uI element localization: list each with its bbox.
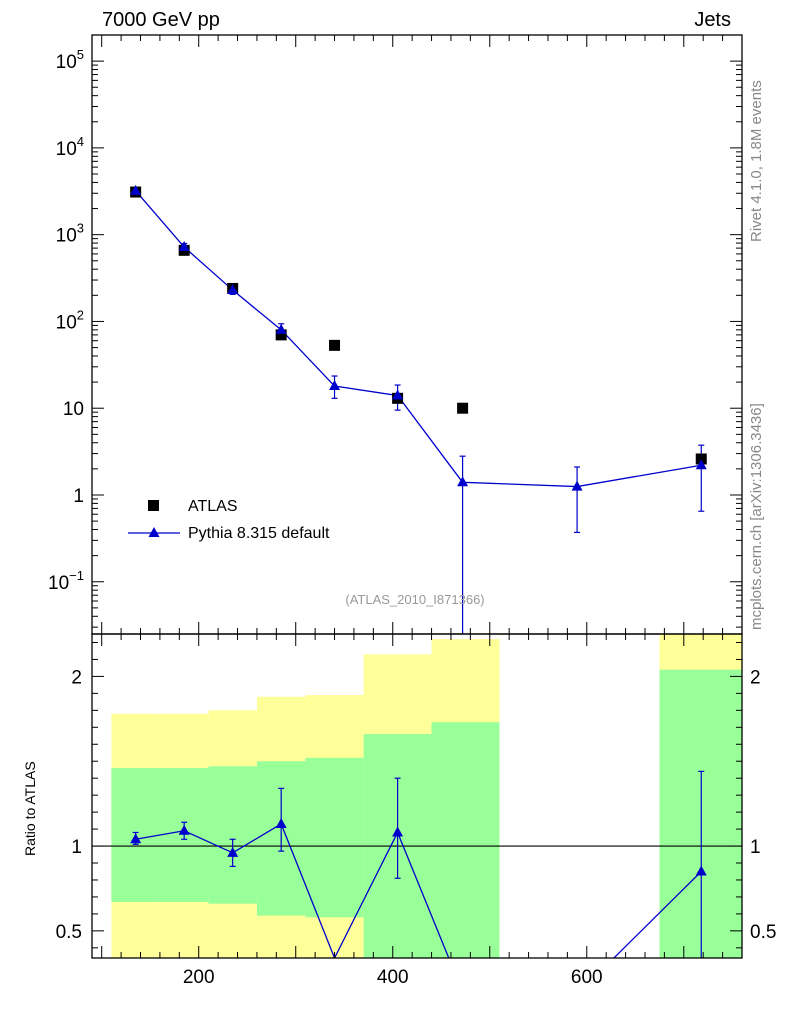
main-y-tick-label: 1 <box>73 486 84 507</box>
main-y-tick-label: 10−1 <box>48 568 84 594</box>
analysis-label: (ATLAS_2010_I871366) <box>345 592 484 607</box>
ratio-point <box>275 817 287 828</box>
main-y-tick-label: 104 <box>56 134 84 160</box>
ratio-x-tick-label: 200 <box>183 967 215 988</box>
main-y-tick-label: 105 <box>56 47 84 73</box>
mc-data-point <box>329 380 341 391</box>
ratio-series-line <box>135 823 702 958</box>
main-y-tick-label: 102 <box>56 307 84 333</box>
mc-data-point <box>695 459 707 470</box>
ratio-y-tick-label-right: 0.5 <box>750 922 776 943</box>
legend-mc-marker <box>148 527 160 537</box>
ratio-x-tick-label: 400 <box>377 967 409 988</box>
mc-data-point <box>457 476 469 487</box>
atlas-data-point <box>457 402 469 414</box>
legend-atlas-marker <box>148 500 159 511</box>
ratio-point <box>178 824 190 835</box>
ratio-y-axis-label: Ratio to ATLAS <box>22 761 38 856</box>
ratio-panel-content <box>92 634 742 958</box>
rivet-version-label: Rivet 4.1.0, 1.8M events <box>748 80 765 242</box>
main-y-tick-label: 103 <box>56 221 84 247</box>
plot-title-left: 7000 GeV pp <box>102 9 220 31</box>
legend-atlas-label: ATLAS <box>188 498 238 515</box>
mc-data-point <box>571 480 583 491</box>
plot-title-right: Jets <box>694 9 731 31</box>
ratio-point <box>695 865 707 876</box>
ratio-point <box>130 833 142 844</box>
ratio-y-tick-label-right: 2 <box>750 667 761 688</box>
ratio-y-tick-label-left: 1 <box>71 837 82 858</box>
ratio-frame <box>91 633 743 959</box>
ratio-y-tick-label-left: 0.5 <box>56 922 82 943</box>
atlas-data-point <box>695 453 707 465</box>
mc-data-point <box>130 184 142 195</box>
mc-series-line <box>135 190 702 488</box>
ratio-point <box>227 846 239 857</box>
mc-data-point <box>275 323 287 334</box>
mc-data-point <box>178 241 190 252</box>
main-panel-content <box>130 184 707 634</box>
ratio-band-inner <box>431 722 500 958</box>
mc-data-point <box>227 284 239 295</box>
main-y-tick-label: 10 <box>63 399 84 420</box>
ratio-band-inner <box>305 757 364 918</box>
main-frame <box>91 34 743 635</box>
mcplots-credit-label: mcplots.cern.ch [arXiv:1306.3436] <box>748 403 765 630</box>
ratio-x-tick-label: 600 <box>571 967 603 988</box>
atlas-data-point <box>275 329 287 341</box>
mc-data-point <box>392 389 404 400</box>
ratio-band-inner <box>208 766 257 904</box>
legend-mc-label: Pythia 8.315 default <box>188 525 330 542</box>
atlas-data-point <box>329 339 341 351</box>
ratio-y-tick-label-left: 2 <box>71 667 82 688</box>
ratio-y-tick-label-right: 1 <box>750 837 761 858</box>
ratio-point <box>392 826 404 837</box>
